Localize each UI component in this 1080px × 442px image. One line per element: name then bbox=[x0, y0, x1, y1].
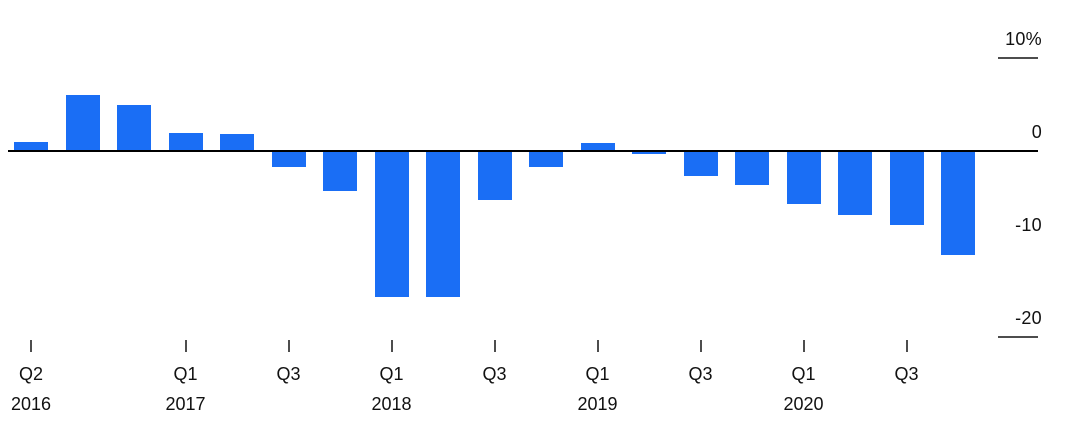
x-axis-quarter-label: Q1 bbox=[791, 364, 816, 384]
x-axis-tick bbox=[390, 340, 393, 352]
x-axis-quarter-label: Q3 bbox=[894, 364, 919, 384]
x-axis-year-label: 2020 bbox=[783, 394, 824, 414]
bar-q3-2017 bbox=[271, 152, 306, 167]
x-axis-year-label: 2017 bbox=[165, 394, 206, 414]
bar-q2-2019 bbox=[632, 152, 666, 154]
bar-q2-2017 bbox=[220, 134, 254, 150]
bar-q3-2018 bbox=[477, 152, 512, 201]
x-axis-quarter-label: Q3 bbox=[276, 364, 301, 384]
x-axis-tick bbox=[802, 340, 805, 352]
bar-q1-2020 bbox=[786, 152, 821, 205]
y-axis-tick-dash bbox=[998, 336, 1038, 338]
y-axis-label: -10 bbox=[1015, 215, 1042, 235]
bar-q4-2018 bbox=[529, 152, 563, 167]
x-axis-tick bbox=[287, 340, 290, 352]
x-axis-tick bbox=[184, 340, 187, 352]
x-axis-quarter-label: Q1 bbox=[173, 364, 198, 384]
x-axis-tick bbox=[30, 340, 32, 352]
x-axis-quarter-label: Q3 bbox=[482, 364, 507, 384]
bar-q2-2016 bbox=[14, 141, 48, 150]
bar-q4-2016 bbox=[117, 105, 151, 150]
x-axis-tick bbox=[596, 340, 599, 352]
x-axis-tick bbox=[905, 340, 908, 352]
bar-q4-2019 bbox=[735, 152, 769, 185]
bar-q3-2016 bbox=[65, 95, 100, 150]
y-axis-label: -20 bbox=[1015, 308, 1042, 328]
y-axis-tick-dash bbox=[998, 57, 1038, 59]
x-axis-year-label: 2016 bbox=[10, 394, 52, 414]
x-axis-year-label: 2018 bbox=[371, 394, 412, 414]
x-axis-year-label: 2019 bbox=[577, 394, 618, 414]
y-axis-label: 10% bbox=[1005, 29, 1042, 49]
x-axis-quarter-label: Q1 bbox=[379, 364, 404, 384]
x-axis-quarter-label: Q2 bbox=[18, 364, 43, 384]
x-axis-tick bbox=[699, 340, 702, 352]
x-axis-quarter-label: Q3 bbox=[688, 364, 713, 384]
bar-q2-2020 bbox=[838, 152, 872, 216]
bar-q3-2020 bbox=[889, 152, 924, 225]
bar-q1-2019 bbox=[580, 142, 615, 150]
bar-q1-2017 bbox=[168, 133, 203, 150]
bar-q1-2018 bbox=[374, 152, 409, 298]
bar-q2-2018 bbox=[426, 152, 460, 298]
bar-q4-2020 bbox=[941, 152, 975, 256]
x-axis-tick bbox=[493, 340, 496, 352]
x-axis-quarter-label: Q1 bbox=[585, 364, 610, 384]
y-axis-label: 0 bbox=[1031, 122, 1042, 142]
bar-q3-2019 bbox=[683, 152, 718, 177]
x-axis-zero-line bbox=[8, 150, 1038, 152]
bar-q4-2017 bbox=[323, 152, 357, 192]
